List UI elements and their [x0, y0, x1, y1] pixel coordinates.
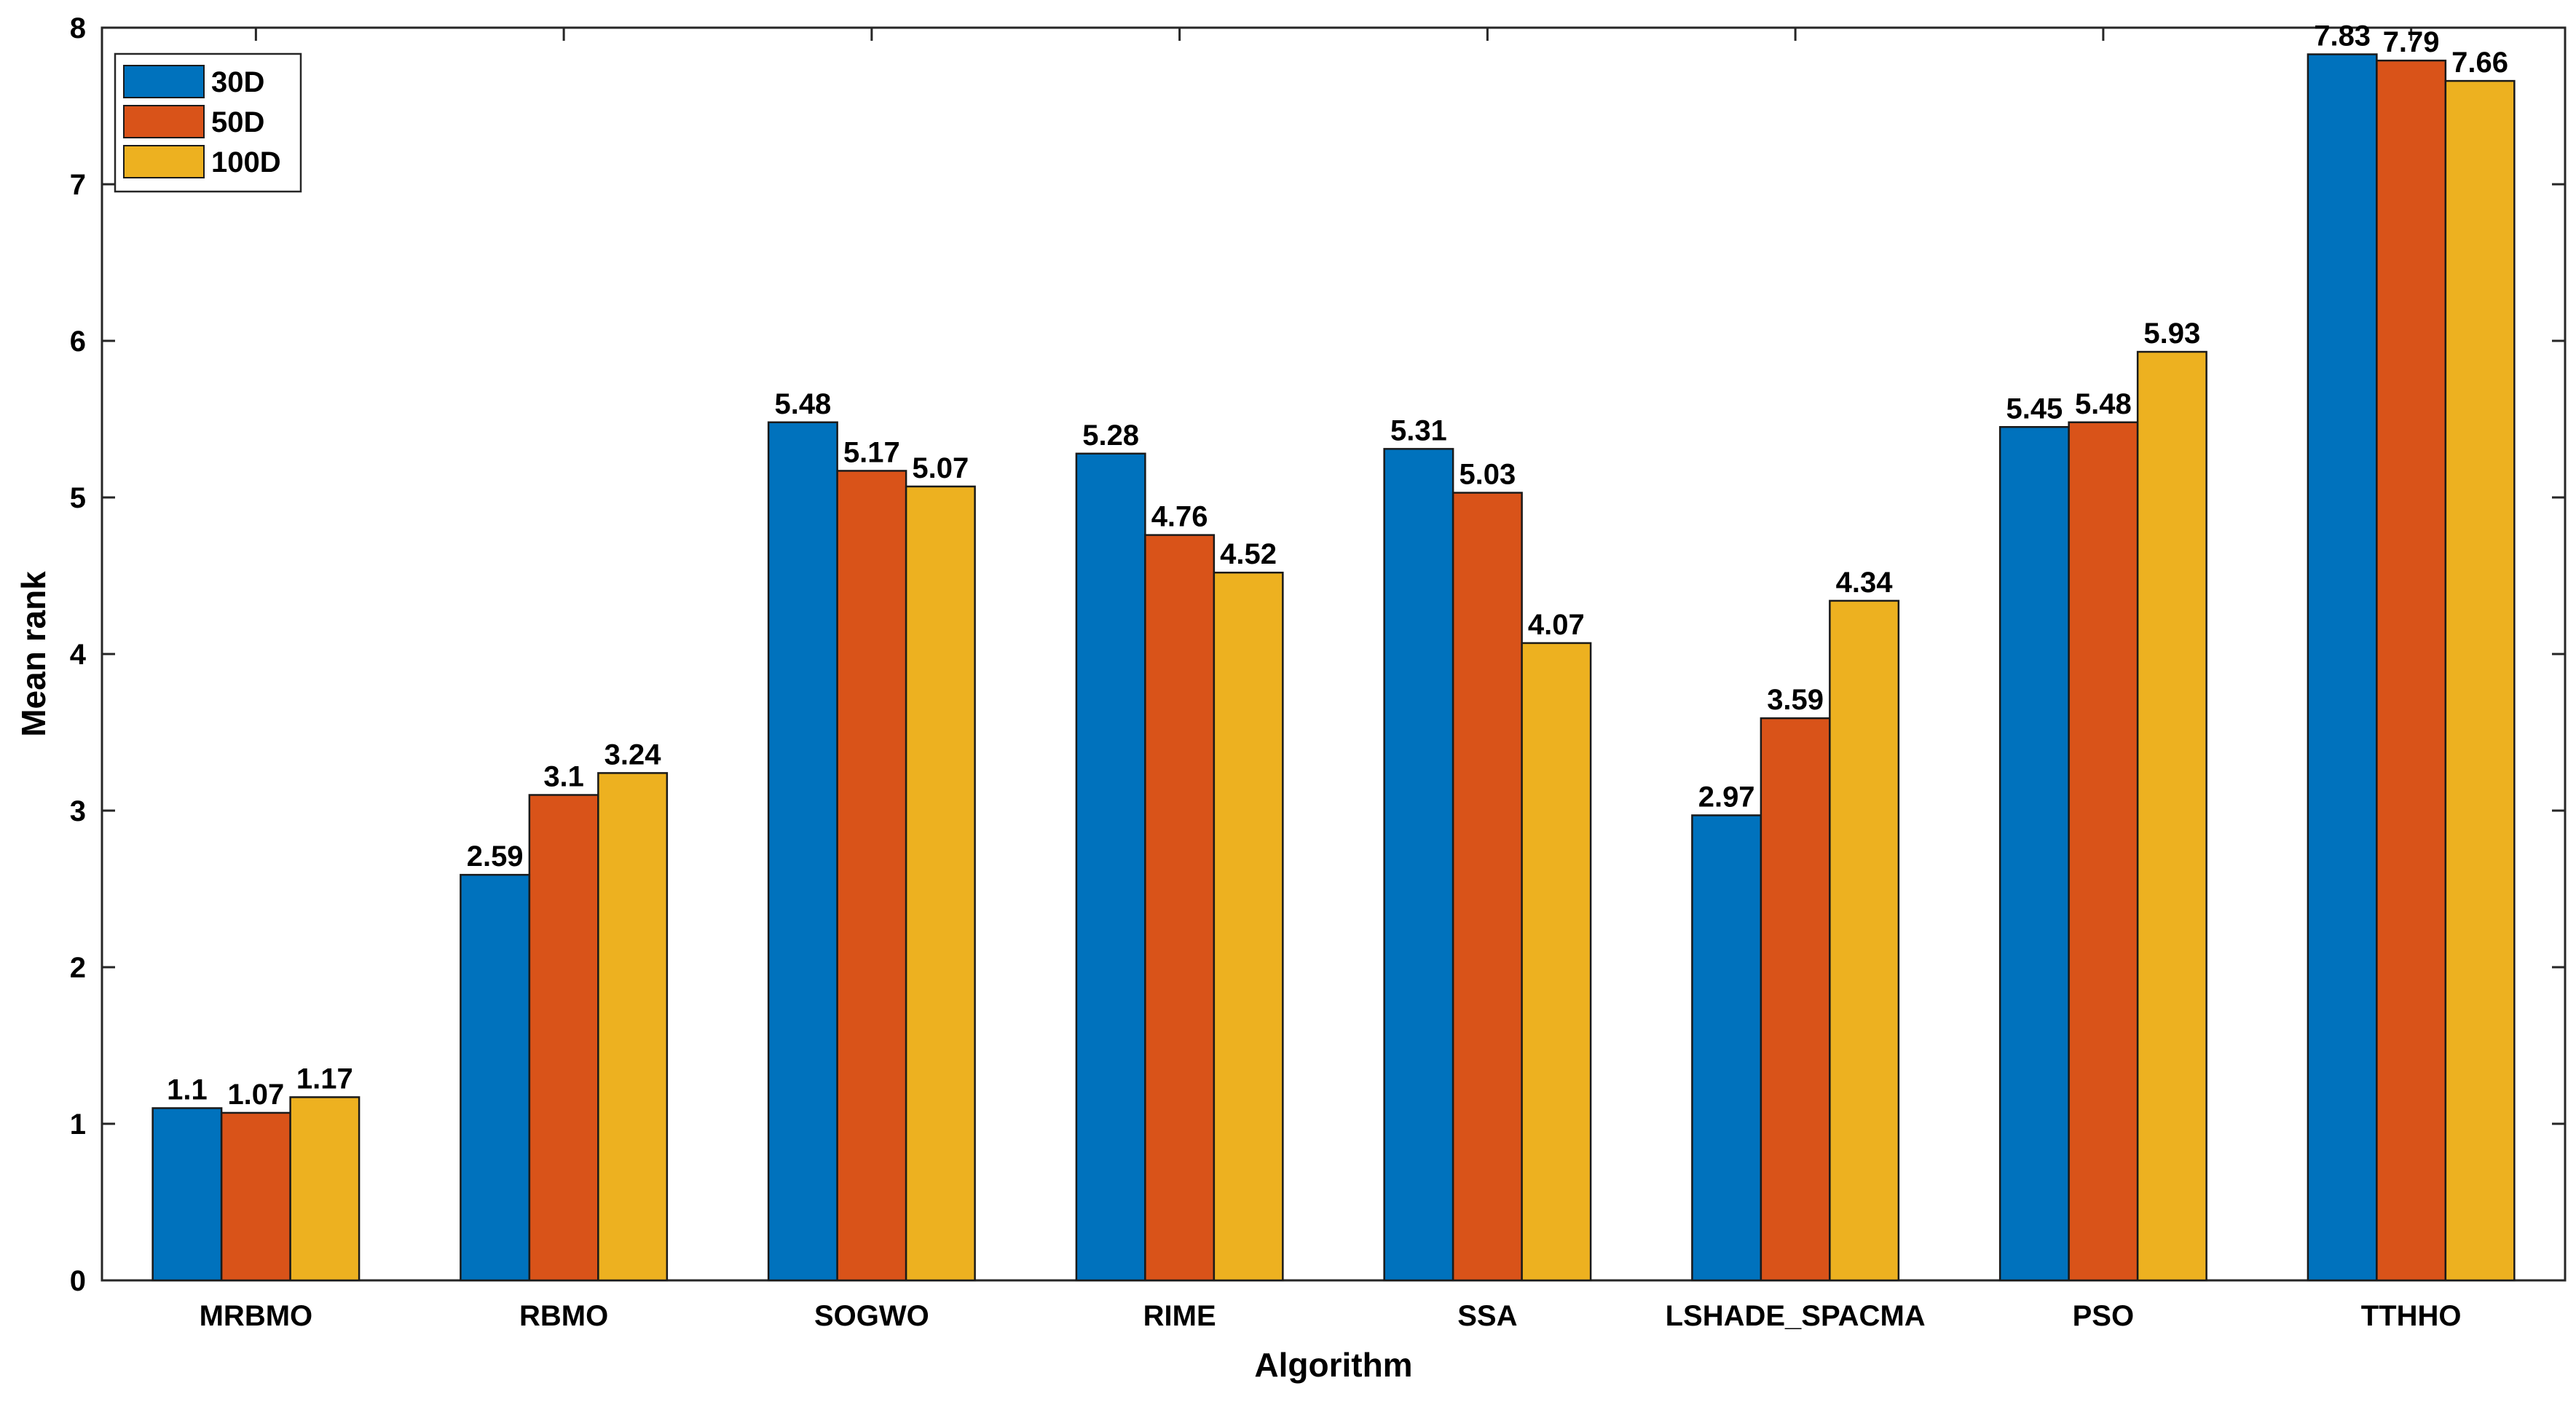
x-tick-label: RBMO [519, 1300, 608, 1332]
bar [1213, 571, 1284, 1282]
data-label: 5.93 [2143, 318, 2200, 350]
data-label: 7.79 [2383, 26, 2440, 58]
x-tick-label: SOGWO [814, 1300, 929, 1332]
x-tick-label: PSO [2073, 1300, 2134, 1332]
x-tick-label: RIME [1143, 1300, 1216, 1332]
legend: 30D 50D 100D [114, 52, 302, 193]
y-tick-label: 2 [70, 952, 86, 984]
plot-area: 0 1 2 3 4 5 6 7 8 MRBMO 1.1 1.07 1.17 RBMO 2.59 3.1 3.24… [70, 12, 2567, 1332]
bar [2136, 350, 2207, 1282]
bar [2376, 59, 2447, 1282]
legend-swatch [123, 145, 205, 178]
data-label: 1.1 [167, 1074, 208, 1106]
bar [460, 873, 531, 1282]
y-tick-label: 5 [70, 482, 86, 514]
bar [597, 772, 669, 1282]
data-label: 4.52 [1220, 538, 1277, 570]
bar [1760, 717, 1831, 1282]
bar [905, 485, 976, 1282]
data-label: 5.48 [2075, 388, 2132, 420]
data-label: 7.66 [2451, 47, 2508, 79]
data-label: 7.83 [2314, 20, 2371, 52]
legend-label: 30D [211, 66, 264, 98]
data-label: 5.48 [774, 388, 831, 420]
data-label: 5.45 [2006, 393, 2063, 425]
data-label: 3.24 [604, 739, 662, 771]
bar [2307, 53, 2378, 1282]
bar [1452, 492, 1523, 1282]
y-tick-label: 0 [70, 1265, 86, 1297]
x-tick-label: LSHADE_SPACMA [1666, 1300, 1926, 1332]
bar [528, 794, 599, 1282]
y-axis-title: Mean rank [15, 571, 52, 737]
data-label: 1.07 [227, 1079, 284, 1111]
data-label: 4.07 [1528, 609, 1585, 641]
data-label: 3.59 [1767, 684, 1824, 716]
bar [1521, 642, 1592, 1282]
data-label: 4.34 [1836, 567, 1894, 599]
legend-label: 100D [211, 146, 281, 178]
y-tick-label: 8 [70, 12, 86, 44]
x-axis-title: Algorithm [1254, 1346, 1412, 1384]
y-tick-label: 1 [70, 1108, 86, 1141]
bar [151, 1107, 223, 1282]
bar [1691, 814, 1762, 1282]
bar [1383, 448, 1454, 1282]
bar [1829, 599, 1900, 1282]
bar [220, 1111, 291, 1282]
y-tick-label: 3 [70, 795, 86, 827]
y-tick-label: 4 [70, 639, 87, 671]
legend-label: 50D [211, 106, 264, 138]
bar [767, 421, 838, 1282]
data-label: 5.17 [843, 436, 900, 468]
data-label: 5.28 [1082, 420, 1139, 452]
data-label: 5.07 [912, 452, 969, 484]
data-label: 3.1 [543, 761, 584, 793]
data-label: 2.97 [1698, 781, 1755, 813]
data-label: 5.03 [1459, 459, 1516, 491]
bar [1998, 426, 2070, 1282]
legend-swatch [123, 105, 205, 138]
data-label: 1.17 [296, 1063, 353, 1095]
bar [1075, 452, 1146, 1282]
data-label: 5.31 [1390, 414, 1447, 446]
y-tick-label: 6 [70, 326, 86, 358]
x-tick-label: TTHHO [2361, 1300, 2462, 1332]
data-label: 4.76 [1151, 501, 1208, 533]
data-label: 2.59 [467, 840, 524, 873]
bar [289, 1096, 361, 1282]
legend-swatch [123, 65, 205, 98]
bar [1144, 534, 1216, 1282]
y-tick-label: 7 [70, 169, 86, 201]
bar [2444, 79, 2516, 1282]
bar [2068, 421, 2139, 1282]
bar [836, 470, 907, 1282]
x-tick-label: SSA [1457, 1300, 1517, 1332]
x-tick-label: MRBMO [200, 1300, 313, 1332]
